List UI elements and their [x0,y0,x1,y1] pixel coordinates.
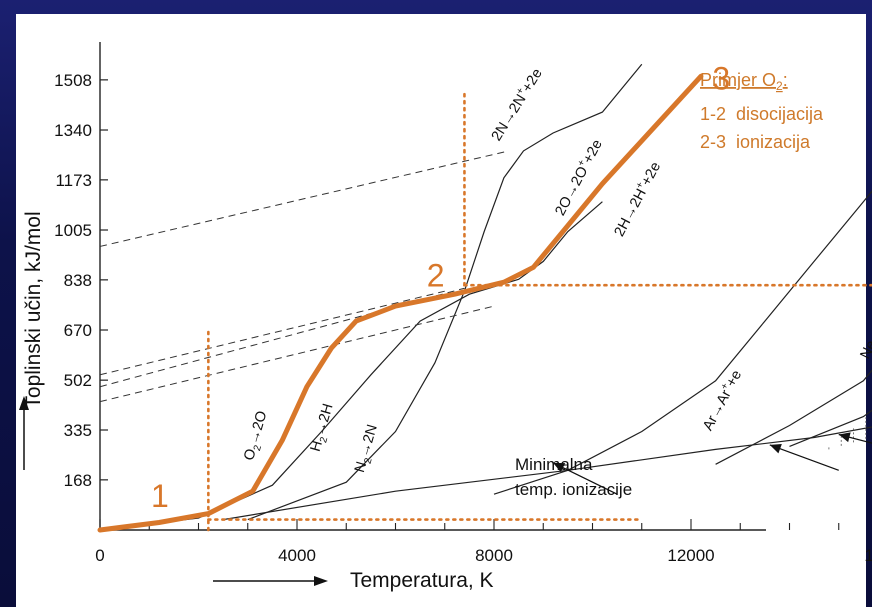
curve-3 [493,190,872,495]
reaction-label: 2H→2H++2e [610,158,664,239]
y-axis-arrow-head [19,396,29,410]
y-tick-label: 335 [64,421,92,440]
labels: O2→2OH2→2HN2→2N2N→2N++2e2O→2O++2e2H→2H++… [241,65,872,495]
curve-2 [247,63,643,521]
x-tick-label: 4000 [278,546,316,565]
x-axis-arrow-head [314,576,328,586]
pointer-arrow-head [838,432,851,443]
y-tick-label: 1340 [54,121,92,140]
y-tick-label: 838 [64,271,92,290]
curve-6 [223,426,872,521]
legend-item-1: 1-2 disocijacija [700,104,824,124]
y-tick-label: 670 [64,321,92,340]
x-tick-label: 12000 [667,546,714,565]
chart-panel [16,14,866,607]
point-label-2: 2 [427,257,445,293]
annotation-line-1: Minimalna [515,455,593,474]
y-tick-label: 1173 [55,171,92,190]
point-label-3: 3 [712,60,730,96]
reaction-label: Ar→Ar++e [698,367,745,434]
legend-item-2: 2-3 ionizacija [700,132,811,152]
dashed-extension [99,305,495,403]
o2-highlight-curve [97,73,704,533]
x-tick-label: 8000 [475,546,513,565]
y-tick-label: 168 [64,471,92,490]
y-tick-label: 1508 [54,71,92,90]
x-tick-label: 0 [95,546,104,565]
pointer-arrow [769,444,839,471]
x-axis-title: Temperatura, K [350,569,494,592]
annotation-line-2: temp. ionizacije [515,480,632,499]
y-tick-label: 1005 [54,221,92,240]
reaction-label: 2N→2N++2e [487,65,546,144]
annotation: Minimalna temp. ionizacije [515,455,632,499]
reaction-label: O2→2O [241,409,273,463]
pointer-arrow [838,433,872,444]
pointer-arrow-head [553,462,566,473]
legend: Primjer O2: 1-2 disocijacija 2-3 ionizac… [700,70,824,152]
legend-title: Primjer O2: [700,70,788,93]
pointer-arrow [552,462,618,495]
y-tick-label: 502 [64,371,92,390]
pointer-arrow-head [769,444,782,454]
dashed-extension [99,150,509,247]
reaction-label: H2→2H [308,402,340,454]
highlight: 1 2 3 [97,60,872,533]
point-label-1: 1 [151,478,169,514]
y-axis-title: Toplinski učin, kJ/mol [22,211,45,408]
dashed-extension [99,290,445,376]
curve-4 [715,369,872,465]
axes: 168 335 502 670 838 1005 1173 1340 1508 0 4000 8000… [19,42,872,586]
x-tick-label: 16000 [864,546,872,565]
reaction-label: Ne→Ne++e [856,287,872,361]
